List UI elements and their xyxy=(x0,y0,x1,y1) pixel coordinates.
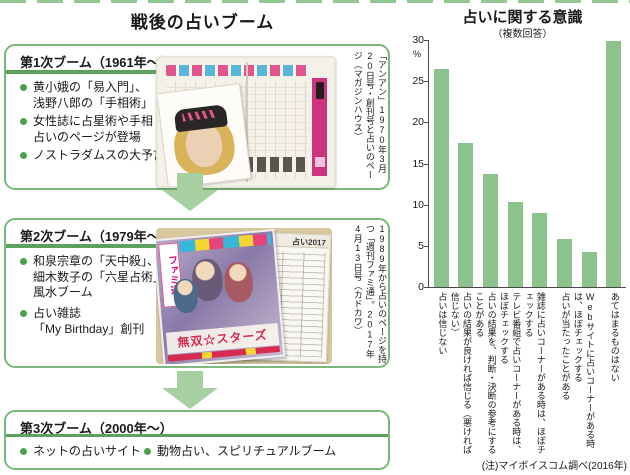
y-axis-tick xyxy=(424,122,429,124)
y-axis-tick-label: 20 xyxy=(412,116,424,129)
bar-2 xyxy=(458,142,474,287)
bar-6 xyxy=(556,239,572,287)
cover-character xyxy=(223,261,255,304)
down-arrow-icon-2 xyxy=(162,371,218,409)
magazine-icon-row xyxy=(166,65,308,76)
bullet-dot-icon xyxy=(20,118,27,125)
bar-8 xyxy=(606,40,622,287)
bullet-dot-icon xyxy=(20,152,27,159)
boom3-bullet-1: ネットの占いサイト xyxy=(20,444,141,460)
down-arrow-icon-1 xyxy=(162,173,218,211)
boom2-photo-caption: 1989年から占いのページを持つ「週刊ファミ通」。2017年4月13日号（カドカ… xyxy=(352,224,387,363)
x-axis-label-7: Webサイトに占いコーナーがある時は、ほぼチェックする xyxy=(572,292,596,448)
boom2-box: 第2次ブーム（1979年〜） 和泉宗章の「天中殺」、 細木数子の「六星占術」、 … xyxy=(4,218,390,368)
chart-title: 占いに関する意識 xyxy=(462,9,583,26)
boom1-bullet-1: 黄小娥の「易入門」、 浅野八郎の「手相術」 xyxy=(20,80,153,111)
famitsu-magazine-photo: 占い2017 ファミ通 無双☆スターズ xyxy=(156,228,332,364)
figure-silhouette xyxy=(315,82,324,99)
boom3-header: 第3次ブーム（2000年〜） xyxy=(20,421,173,436)
chart-subtitle: （複数回答） xyxy=(492,29,553,40)
magazine-pink-strip xyxy=(312,78,327,176)
bar-chart-plot-area: % 0 5 10 15 20 25 30 xyxy=(412,34,626,293)
y-axis-tick xyxy=(424,204,429,206)
cover-top-banner xyxy=(178,233,272,253)
magazine-gutter xyxy=(246,62,248,182)
x-axis-label-2: 占いの結果が良ければ信じる（悪ければ信じない） xyxy=(449,292,472,454)
bullet-dot-icon xyxy=(20,258,27,265)
boom3-box: 第3次ブーム（2000年〜） ネットの占いサイト 動物占い、スピリチュアルブーム xyxy=(4,410,390,470)
y-axis-tick xyxy=(424,81,429,83)
y-axis-tick-label: 0 xyxy=(418,281,424,293)
bullet-dot-icon xyxy=(144,448,151,455)
bullet-dot-icon xyxy=(20,84,27,91)
y-axis-unit-label: % xyxy=(412,49,421,59)
y-axis-tick-label: 10 xyxy=(412,198,424,211)
bar-3 xyxy=(483,174,499,287)
y-axis-tick xyxy=(424,40,429,41)
bar-5 xyxy=(532,212,548,287)
y-axis-tick xyxy=(424,287,429,288)
x-axis-label-5: 雑誌に占いコーナーがある時は、ほぼチェックする xyxy=(523,292,546,454)
bar-1 xyxy=(433,68,449,287)
boom2-bullet-1: 和泉宗章の「天中殺」、 細木数子の「六星占術」、 風水ブーム xyxy=(20,254,171,301)
x-axis-label-8: あてはまるものはない xyxy=(609,292,620,382)
y-axis-tick xyxy=(424,163,429,165)
x-axis-label-4: テレビ番組で占いコーナーがある時は、ほぼチェックする xyxy=(499,292,522,454)
y-axis-tick-label: 30 xyxy=(412,34,424,46)
famitsu-cover: ファミ通 無双☆スターズ xyxy=(156,228,286,364)
left-panel-title: 戦後の占いブーム xyxy=(130,13,275,32)
chart-source-note: (注)マイボイスコム調べ(2016年) xyxy=(481,461,627,472)
boom3-bullet-2: 動物占い、スピリチュアルブーム xyxy=(144,444,336,460)
bullet-dot-icon xyxy=(20,310,27,317)
x-axis-label-6: 占いが当たったことがある xyxy=(560,292,571,400)
bullet-dot-icon xyxy=(20,448,27,455)
bar-7 xyxy=(581,252,597,287)
boom1-header-rule xyxy=(6,70,164,74)
strip-inset xyxy=(314,157,325,167)
boom3-header-rule xyxy=(6,434,388,437)
boom2-header: 第2次ブーム（1979年〜） xyxy=(20,229,173,244)
y-axis-tick xyxy=(424,245,429,247)
boom1-box: 第1次ブーム（1961年〜） 黄小娥の「易入門」、 浅野八郎の「手相術」 女性誌… xyxy=(4,44,390,190)
bar-4 xyxy=(507,202,523,287)
boom2-header-rule xyxy=(6,244,164,248)
boom2-bullet-2: 占い雑誌 「My Birthday」創刊 xyxy=(20,306,144,337)
anan-magazine-photo xyxy=(156,56,336,188)
top-dashed-divider xyxy=(0,0,630,3)
y-axis-tick-label: 25 xyxy=(412,75,424,88)
boom1-header: 第1次ブーム（1961年〜） xyxy=(20,55,173,70)
boom1-bullet-3: ノストラダムスの大予言 xyxy=(20,148,165,164)
y-axis-tick-label: 15 xyxy=(412,157,424,170)
x-axis-label-3: 占いの結果を、判断・決断の参考にすることがある xyxy=(474,292,497,454)
boom1-photo-caption: 「アンアン」1970年3月20日号・創刊号と占いのページ（マガジンハウス） xyxy=(352,51,387,179)
boom1-bullet-2: 女性誌に占星術や手相 占いのページが登場 xyxy=(20,114,153,145)
portrait-thumbnails xyxy=(244,157,306,172)
y-axis-tick-label: 5 xyxy=(418,239,424,252)
x-axis-label-1: 占いは信じない xyxy=(437,292,448,355)
